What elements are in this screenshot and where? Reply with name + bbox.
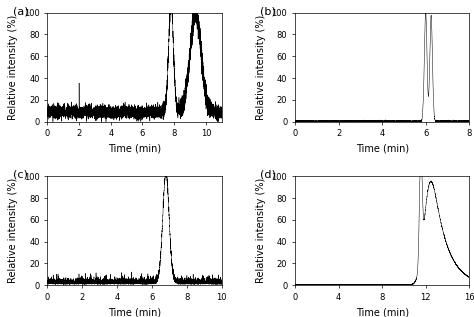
Text: (b): (b) <box>260 6 276 16</box>
Y-axis label: Relative intensity (%): Relative intensity (%) <box>9 15 18 120</box>
X-axis label: Time (min): Time (min) <box>356 307 409 317</box>
Text: (a): (a) <box>12 6 28 16</box>
X-axis label: Time (min): Time (min) <box>108 307 161 317</box>
Y-axis label: Relative intensity (%): Relative intensity (%) <box>9 178 18 283</box>
X-axis label: Time (min): Time (min) <box>356 144 409 154</box>
X-axis label: Time (min): Time (min) <box>108 144 161 154</box>
Text: (c): (c) <box>12 170 27 180</box>
Y-axis label: Relative intensity (%): Relative intensity (%) <box>256 15 266 120</box>
Text: (d): (d) <box>260 170 276 180</box>
Y-axis label: Relative intensity (%): Relative intensity (%) <box>256 178 266 283</box>
